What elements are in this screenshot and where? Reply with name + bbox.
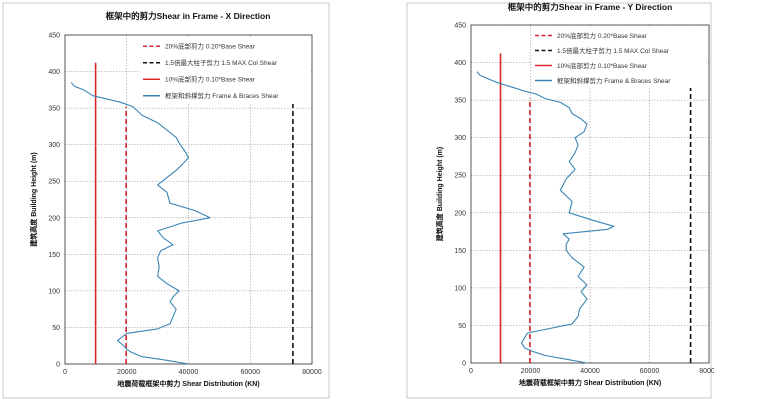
y-tick-label: 50	[52, 325, 60, 332]
chart-frame	[2, 2, 330, 399]
y-tick-label: 100	[454, 285, 466, 292]
y-tick-label: 300	[454, 135, 466, 142]
x-tick-label: 80000	[699, 368, 714, 375]
y-tick-label: 200	[454, 210, 466, 217]
x-tick-label: 40000	[179, 369, 199, 376]
chart-x-direction: 0 50 100 150 200 250 300 350 400 450 0 20000 40000 60…	[0, 0, 332, 401]
chart-title: 框架中的剪力Shear in Frame - Y Direction	[508, 2, 673, 12]
x-tick-label: 20000	[117, 369, 137, 376]
y-tick-label: 400	[48, 69, 60, 76]
legend-entry: 1.5倍最大柱子剪力 1.5 MAX Col Shear	[165, 58, 278, 67]
chart-y-direction: 0 50 100 150 200 250 300 350 400 450 0 20000 40000 60…	[404, 0, 714, 401]
y-tick-label: 150	[454, 248, 466, 255]
legend	[532, 28, 706, 88]
y-tick-label: 0	[56, 362, 60, 369]
x-tick-label: 80000	[302, 369, 322, 376]
legend-entry: 框架和斜撑剪力 Frame & Braces Shear	[165, 91, 279, 100]
legend-entry: 20%底部剪力 0.20*Base Shear	[165, 42, 256, 51]
y-axis-label: 建筑高度 Building Height (m)	[29, 152, 38, 247]
y-tick-label: 450	[454, 23, 466, 30]
plot-area	[470, 24, 710, 364]
chart-x-svg: 0 50 100 150 200 250 300 350 400 450 0 20000 40000 60…	[2, 2, 330, 399]
x-tick-label: 60000	[241, 369, 261, 376]
chart-title: 框架中的剪力Shear in Frame - X Direction	[106, 11, 271, 21]
series-line	[70, 82, 211, 365]
y-tick-label: 250	[48, 179, 60, 186]
legend-entry: 10%底部剪力 0.10*Base Shear	[165, 75, 256, 84]
y-tick-label: 100	[48, 288, 60, 295]
y-tick-label: 450	[48, 33, 60, 40]
x-tick-label: 0	[469, 368, 473, 375]
x-tick-label: 0	[63, 369, 67, 376]
x-tick-label: 40000	[580, 368, 600, 375]
y-axis-label: 建筑高度 Building Height (m)	[435, 147, 444, 242]
y-tick-label: 350	[454, 98, 466, 105]
y-tick-label: 400	[454, 60, 466, 67]
y-tick-label: 300	[48, 142, 60, 149]
x-tick-label: 60000	[640, 368, 660, 375]
x-axis-label: 地震荷载框架中剪力 Shear Distribution (KN)	[117, 379, 259, 388]
series-line	[476, 71, 615, 364]
y-tick-label: 0	[462, 361, 466, 368]
legend	[140, 38, 310, 104]
y-tick-label: 150	[48, 252, 60, 259]
y-tick-label: 200	[48, 215, 60, 222]
x-tick-label: 20000	[521, 368, 541, 375]
y-tick-label: 350	[48, 106, 60, 113]
chart-frame	[406, 2, 712, 399]
legend-entry: 20%底部剪力 0.20*Base Shear	[557, 31, 648, 40]
x-axis-label: 地震荷载框架中剪力 Shear Distribution (KN)	[519, 378, 661, 387]
y-tick-label: 50	[458, 323, 466, 330]
y-tick-label: 250	[454, 173, 466, 180]
legend-entry: 框架和斜撑剪力 Frame & Braces Shear	[557, 76, 671, 85]
legend-entry: 1.5倍最大柱子剪力 1.5 MAX Col Shear	[557, 46, 670, 55]
legend-entry: 10%底部剪力 0.10*Base Shear	[557, 61, 648, 70]
chart-y-svg: 0 50 100 150 200 250 300 350 400 450 0 20000 40000 60…	[406, 2, 714, 399]
